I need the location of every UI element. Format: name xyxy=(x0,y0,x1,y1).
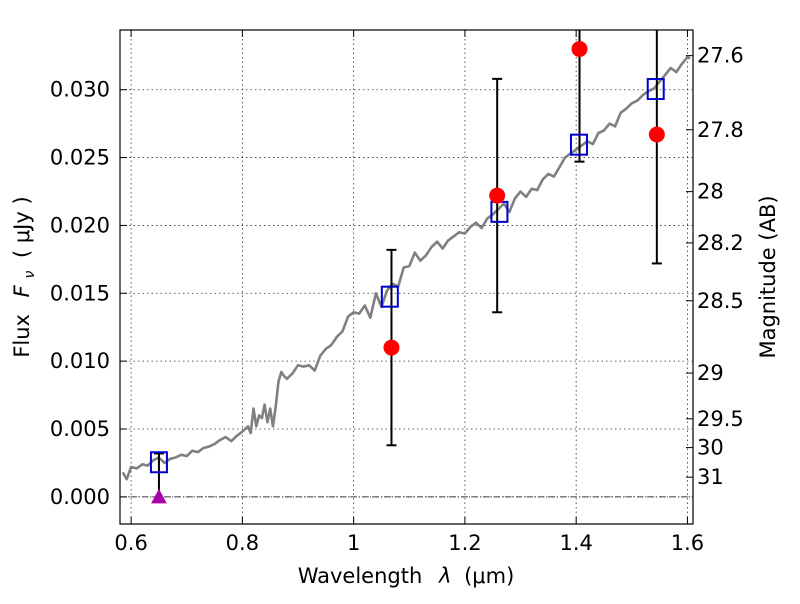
x-axis-label: Wavelength λ (μm) xyxy=(298,564,515,588)
plot-frame xyxy=(119,29,694,525)
y2-tick-label: 28 xyxy=(697,180,724,204)
y2-tick-label: 27.8 xyxy=(697,118,744,142)
y-tick-label: 0.000 xyxy=(50,485,110,509)
y2-tick-label: 29 xyxy=(697,361,724,385)
y-axis-label-unit: ( μJy ) xyxy=(10,196,34,258)
x-axis-label-unit: (μm) xyxy=(464,564,514,588)
model-photometry-point xyxy=(149,451,168,474)
y2-tick-label: 29.5 xyxy=(697,407,744,431)
observed-photometry-point xyxy=(571,41,588,57)
model-photometry-point xyxy=(646,78,665,101)
y2-tick-label: 27.6 xyxy=(697,44,744,68)
model-photometry-point xyxy=(380,285,399,308)
y-axis-label-symbol: F xyxy=(10,284,34,297)
x-tick-label: 0.8 xyxy=(226,531,259,555)
y-tick-label: 0.030 xyxy=(50,78,110,102)
y-tick-label: 0.005 xyxy=(50,417,110,441)
y-tick-label: 0.010 xyxy=(50,349,110,373)
x-tick-label: 1.4 xyxy=(559,531,592,555)
x-axis-label-text: Wavelength xyxy=(298,564,423,588)
y2-axis-label: Magnitude (AB) xyxy=(756,195,780,358)
model-spectrum-line xyxy=(121,55,691,481)
model-photometry-point xyxy=(569,133,588,156)
observed-photometry-point xyxy=(648,126,665,143)
y-tick-label: 0.020 xyxy=(50,213,110,237)
observed-photometry-point xyxy=(383,339,400,356)
y2-tick-label: 30 xyxy=(697,436,724,460)
y-axis-label-subscript: ν xyxy=(22,271,38,279)
y-tick-label: 0.025 xyxy=(50,146,110,170)
y-axis-label: Flux F ν ( μJy ) xyxy=(10,196,39,357)
x-tick-label: 0.6 xyxy=(114,531,147,555)
observed-photometry-point xyxy=(489,187,506,204)
y-tick-label: 0.015 xyxy=(50,281,110,305)
x-axis-label-symbol: λ xyxy=(438,564,451,588)
y2-tick-label: 31 xyxy=(697,465,724,489)
y2-tick-label: 28.2 xyxy=(697,231,744,255)
plot-data xyxy=(120,30,693,504)
x-tick-label: 1.2 xyxy=(448,531,481,555)
y2-tick-label: 28.5 xyxy=(697,289,744,313)
y-axis-label-text: Flux xyxy=(10,314,34,358)
x-tick-label: 1 xyxy=(347,531,360,555)
upper-limit-triangle xyxy=(151,488,167,504)
axes: 0.6 0.8 1 1.2 1.4 1.6 0.000 0.005 0.010 0.015 0.02… xyxy=(50,30,744,555)
grid-lines xyxy=(120,30,693,524)
x-tick-label: 1.6 xyxy=(671,531,704,555)
